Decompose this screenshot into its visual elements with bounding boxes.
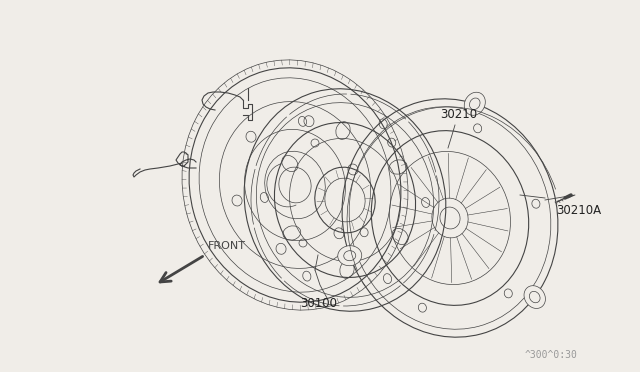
Text: FRONT: FRONT xyxy=(208,241,246,251)
Text: 30210A: 30210A xyxy=(556,204,601,217)
Ellipse shape xyxy=(338,246,362,266)
Text: 30210: 30210 xyxy=(440,108,477,121)
Ellipse shape xyxy=(524,286,545,308)
Text: 30100: 30100 xyxy=(300,297,337,310)
Ellipse shape xyxy=(464,92,485,115)
Text: ^300^0:30: ^300^0:30 xyxy=(525,350,578,360)
